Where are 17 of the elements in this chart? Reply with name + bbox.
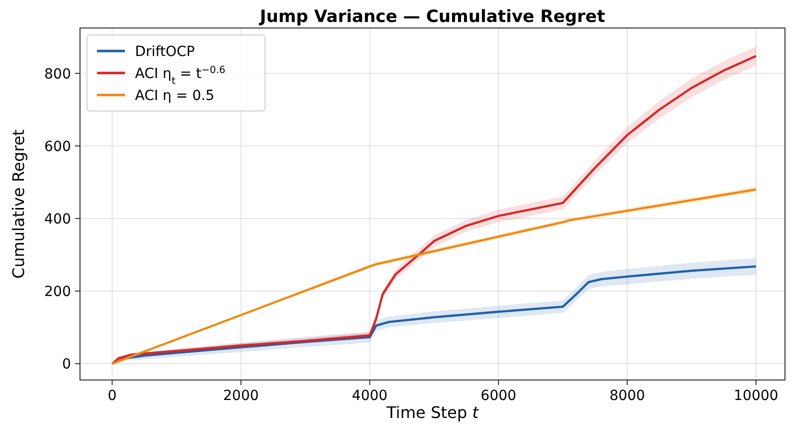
legend-label: ACI η$_{t}$ = t$^{−0.6}$ xyxy=(135,64,226,86)
y-tick-label: 800 xyxy=(44,66,71,82)
y-tick-label: 0 xyxy=(62,356,71,373)
x-tick-label: 8000 xyxy=(609,388,646,404)
x-tick-label: 2000 xyxy=(223,388,259,404)
x-tick-label: 4000 xyxy=(352,388,388,404)
y-tick-label: 400 xyxy=(44,211,71,228)
legend-label: DriftOCP xyxy=(135,44,195,60)
x-axis-title: Time Step t xyxy=(385,403,480,422)
chart-title: Jump Variance — Cumulative Regret xyxy=(258,7,606,27)
y-tick-label: 200 xyxy=(44,284,71,300)
legend-label: ACI η = 0.5 xyxy=(135,88,214,104)
x-tick-label: 0 xyxy=(108,388,117,404)
x-tick-label: 10000 xyxy=(734,388,778,404)
x-tick-label: 6000 xyxy=(480,388,516,404)
y-tick-label: 600 xyxy=(44,138,71,155)
y-axis-title: Cumulative Regret xyxy=(9,129,28,279)
